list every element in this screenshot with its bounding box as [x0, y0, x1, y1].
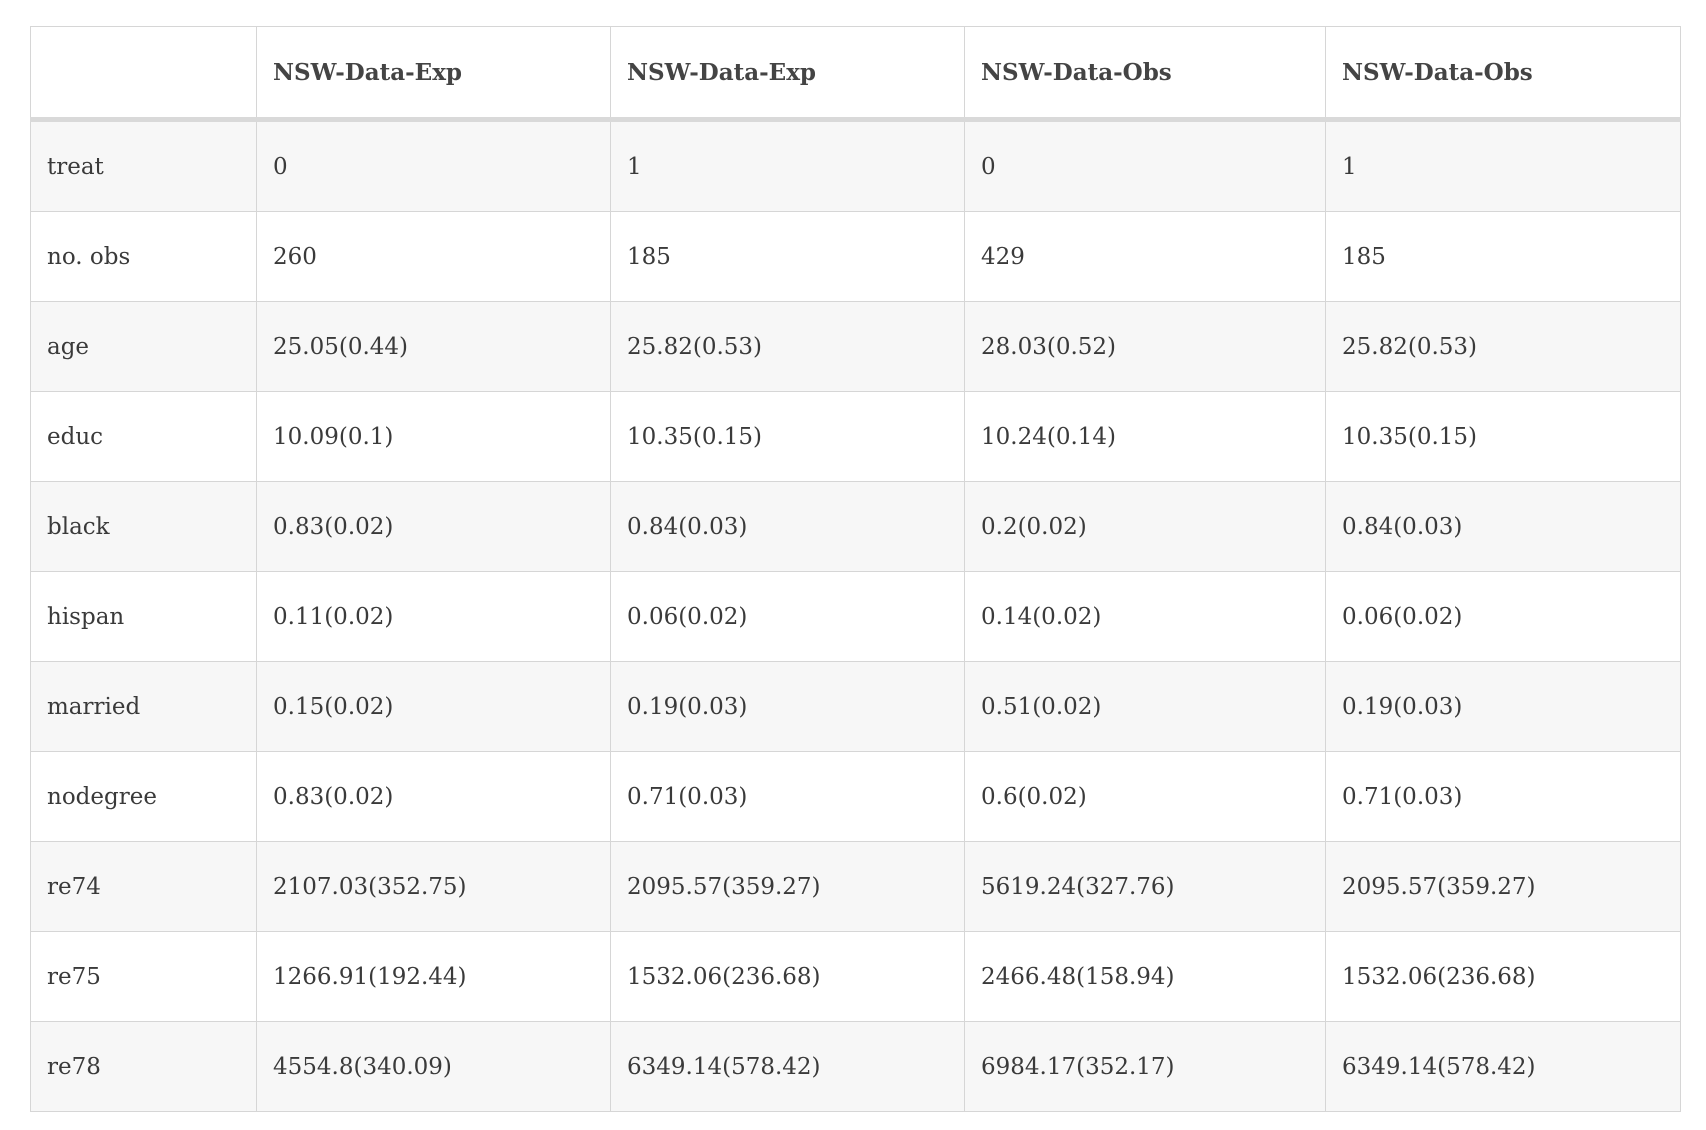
- row-label-cell: re74: [30, 841, 257, 932]
- table-cell: 25.82(0.53): [610, 301, 965, 392]
- table-cell: 0.84(0.03): [610, 481, 965, 572]
- header-cell-2: NSW-Data-Exp: [610, 26, 965, 122]
- table-cell: 1: [1325, 119, 1681, 212]
- table-cell: 1532.06(236.68): [610, 931, 965, 1022]
- table-cell: 2095.57(359.27): [610, 841, 965, 932]
- header-cell-3: NSW-Data-Obs: [964, 26, 1326, 122]
- table-cell: 6349.14(578.42): [610, 1021, 965, 1112]
- table-cell: 4554.8(340.09): [256, 1021, 611, 1112]
- table-cell: 185: [610, 211, 965, 302]
- table-cell: 25.82(0.53): [1325, 301, 1681, 392]
- row-label-cell: no. obs: [30, 211, 257, 302]
- table-cell: 25.05(0.44): [256, 301, 611, 392]
- table-cell: 10.09(0.1): [256, 391, 611, 482]
- table-cell: 0.71(0.03): [1325, 751, 1681, 842]
- table-body: treat 0 1 0 1 no. obs 260 185 429 185 age 25.05(0.4…: [30, 119, 1681, 1112]
- table-cell: 10.35(0.15): [610, 391, 965, 482]
- table-cell: 1532.06(236.68): [1325, 931, 1681, 1022]
- table-cell: 0.51(0.02): [964, 661, 1326, 752]
- table-cell: 0.15(0.02): [256, 661, 611, 752]
- table-cell: 0.2(0.02): [964, 481, 1326, 572]
- row-label-cell: educ: [30, 391, 257, 482]
- table-cell: 5619.24(327.76): [964, 841, 1326, 932]
- table-row: re75 1266.91(192.44) 1532.06(236.68) 2466.4…: [30, 931, 1681, 1022]
- table-cell: 0: [256, 119, 611, 212]
- table-row: age 25.05(0.44) 25.82(0.53) 28.03(0.52) 25.8…: [30, 301, 1681, 392]
- table-row: re74 2107.03(352.75) 2095.57(359.27) 5619.2…: [30, 841, 1681, 932]
- table-cell: 10.24(0.14): [964, 391, 1326, 482]
- table-cell: 185: [1325, 211, 1681, 302]
- table-cell: 10.35(0.15): [1325, 391, 1681, 482]
- header-cell-0: [30, 26, 257, 122]
- header-cell-4: NSW-Data-Obs: [1325, 26, 1681, 122]
- table-cell: 429: [964, 211, 1326, 302]
- table-cell: 0.06(0.02): [1325, 571, 1681, 662]
- table-cell: 0.14(0.02): [964, 571, 1326, 662]
- row-label-cell: re75: [30, 931, 257, 1022]
- table-cell: 0.83(0.02): [256, 481, 611, 572]
- header-row: NSW-Data-Exp NSW-Data-Exp NSW-Data-Obs N…: [30, 26, 1681, 122]
- table-row: hispan 0.11(0.02) 0.06(0.02) 0.14(0.02) 0.06…: [30, 571, 1681, 662]
- table-cell: 1266.91(192.44): [256, 931, 611, 1022]
- table-row: treat 0 1 0 1: [30, 119, 1681, 212]
- table-cell: 2107.03(352.75): [256, 841, 611, 932]
- row-label-cell: hispan: [30, 571, 257, 662]
- row-label-cell: nodegree: [30, 751, 257, 842]
- table-cell: 1: [610, 119, 965, 212]
- table-row: re78 4554.8(340.09) 6349.14(578.42) 6984.17…: [30, 1021, 1681, 1112]
- table-cell: 0.6(0.02): [964, 751, 1326, 842]
- table-cell: 0.11(0.02): [256, 571, 611, 662]
- table-cell: 0.19(0.03): [1325, 661, 1681, 752]
- row-label-cell: treat: [30, 119, 257, 212]
- row-label-cell: black: [30, 481, 257, 572]
- row-label-cell: age: [30, 301, 257, 392]
- table-cell: 0.71(0.03): [610, 751, 965, 842]
- summary-statistics-table: NSW-Data-Exp NSW-Data-Exp NSW-Data-Obs N…: [30, 26, 1681, 1112]
- table-row: educ 10.09(0.1) 10.35(0.15) 10.24(0.14) 10.3…: [30, 391, 1681, 482]
- table-cell: 260: [256, 211, 611, 302]
- data-table-container: NSW-Data-Exp NSW-Data-Exp NSW-Data-Obs N…: [30, 26, 1681, 1112]
- header-cell-1: NSW-Data-Exp: [256, 26, 611, 122]
- table-cell: 0.83(0.02): [256, 751, 611, 842]
- table-cell: 0: [964, 119, 1326, 212]
- table-cell: 28.03(0.52): [964, 301, 1326, 392]
- table-cell: 6984.17(352.17): [964, 1021, 1326, 1112]
- table-row: black 0.83(0.02) 0.84(0.03) 0.2(0.02) 0.84(0…: [30, 481, 1681, 572]
- table-cell: 0.06(0.02): [610, 571, 965, 662]
- table-header: NSW-Data-Exp NSW-Data-Exp NSW-Data-Obs N…: [30, 26, 1681, 122]
- table-row: no. obs 260 185 429 185: [30, 211, 1681, 302]
- row-label-cell: married: [30, 661, 257, 752]
- table-row: nodegree 0.83(0.02) 0.71(0.03) 0.6(0.02) 0.7…: [30, 751, 1681, 842]
- table-row: married 0.15(0.02) 0.19(0.03) 0.51(0.02) 0.1…: [30, 661, 1681, 752]
- table-cell: 2466.48(158.94): [964, 931, 1326, 1022]
- table-cell: 2095.57(359.27): [1325, 841, 1681, 932]
- row-label-cell: re78: [30, 1021, 257, 1112]
- table-cell: 6349.14(578.42): [1325, 1021, 1681, 1112]
- table-cell: 0.84(0.03): [1325, 481, 1681, 572]
- table-cell: 0.19(0.03): [610, 661, 965, 752]
